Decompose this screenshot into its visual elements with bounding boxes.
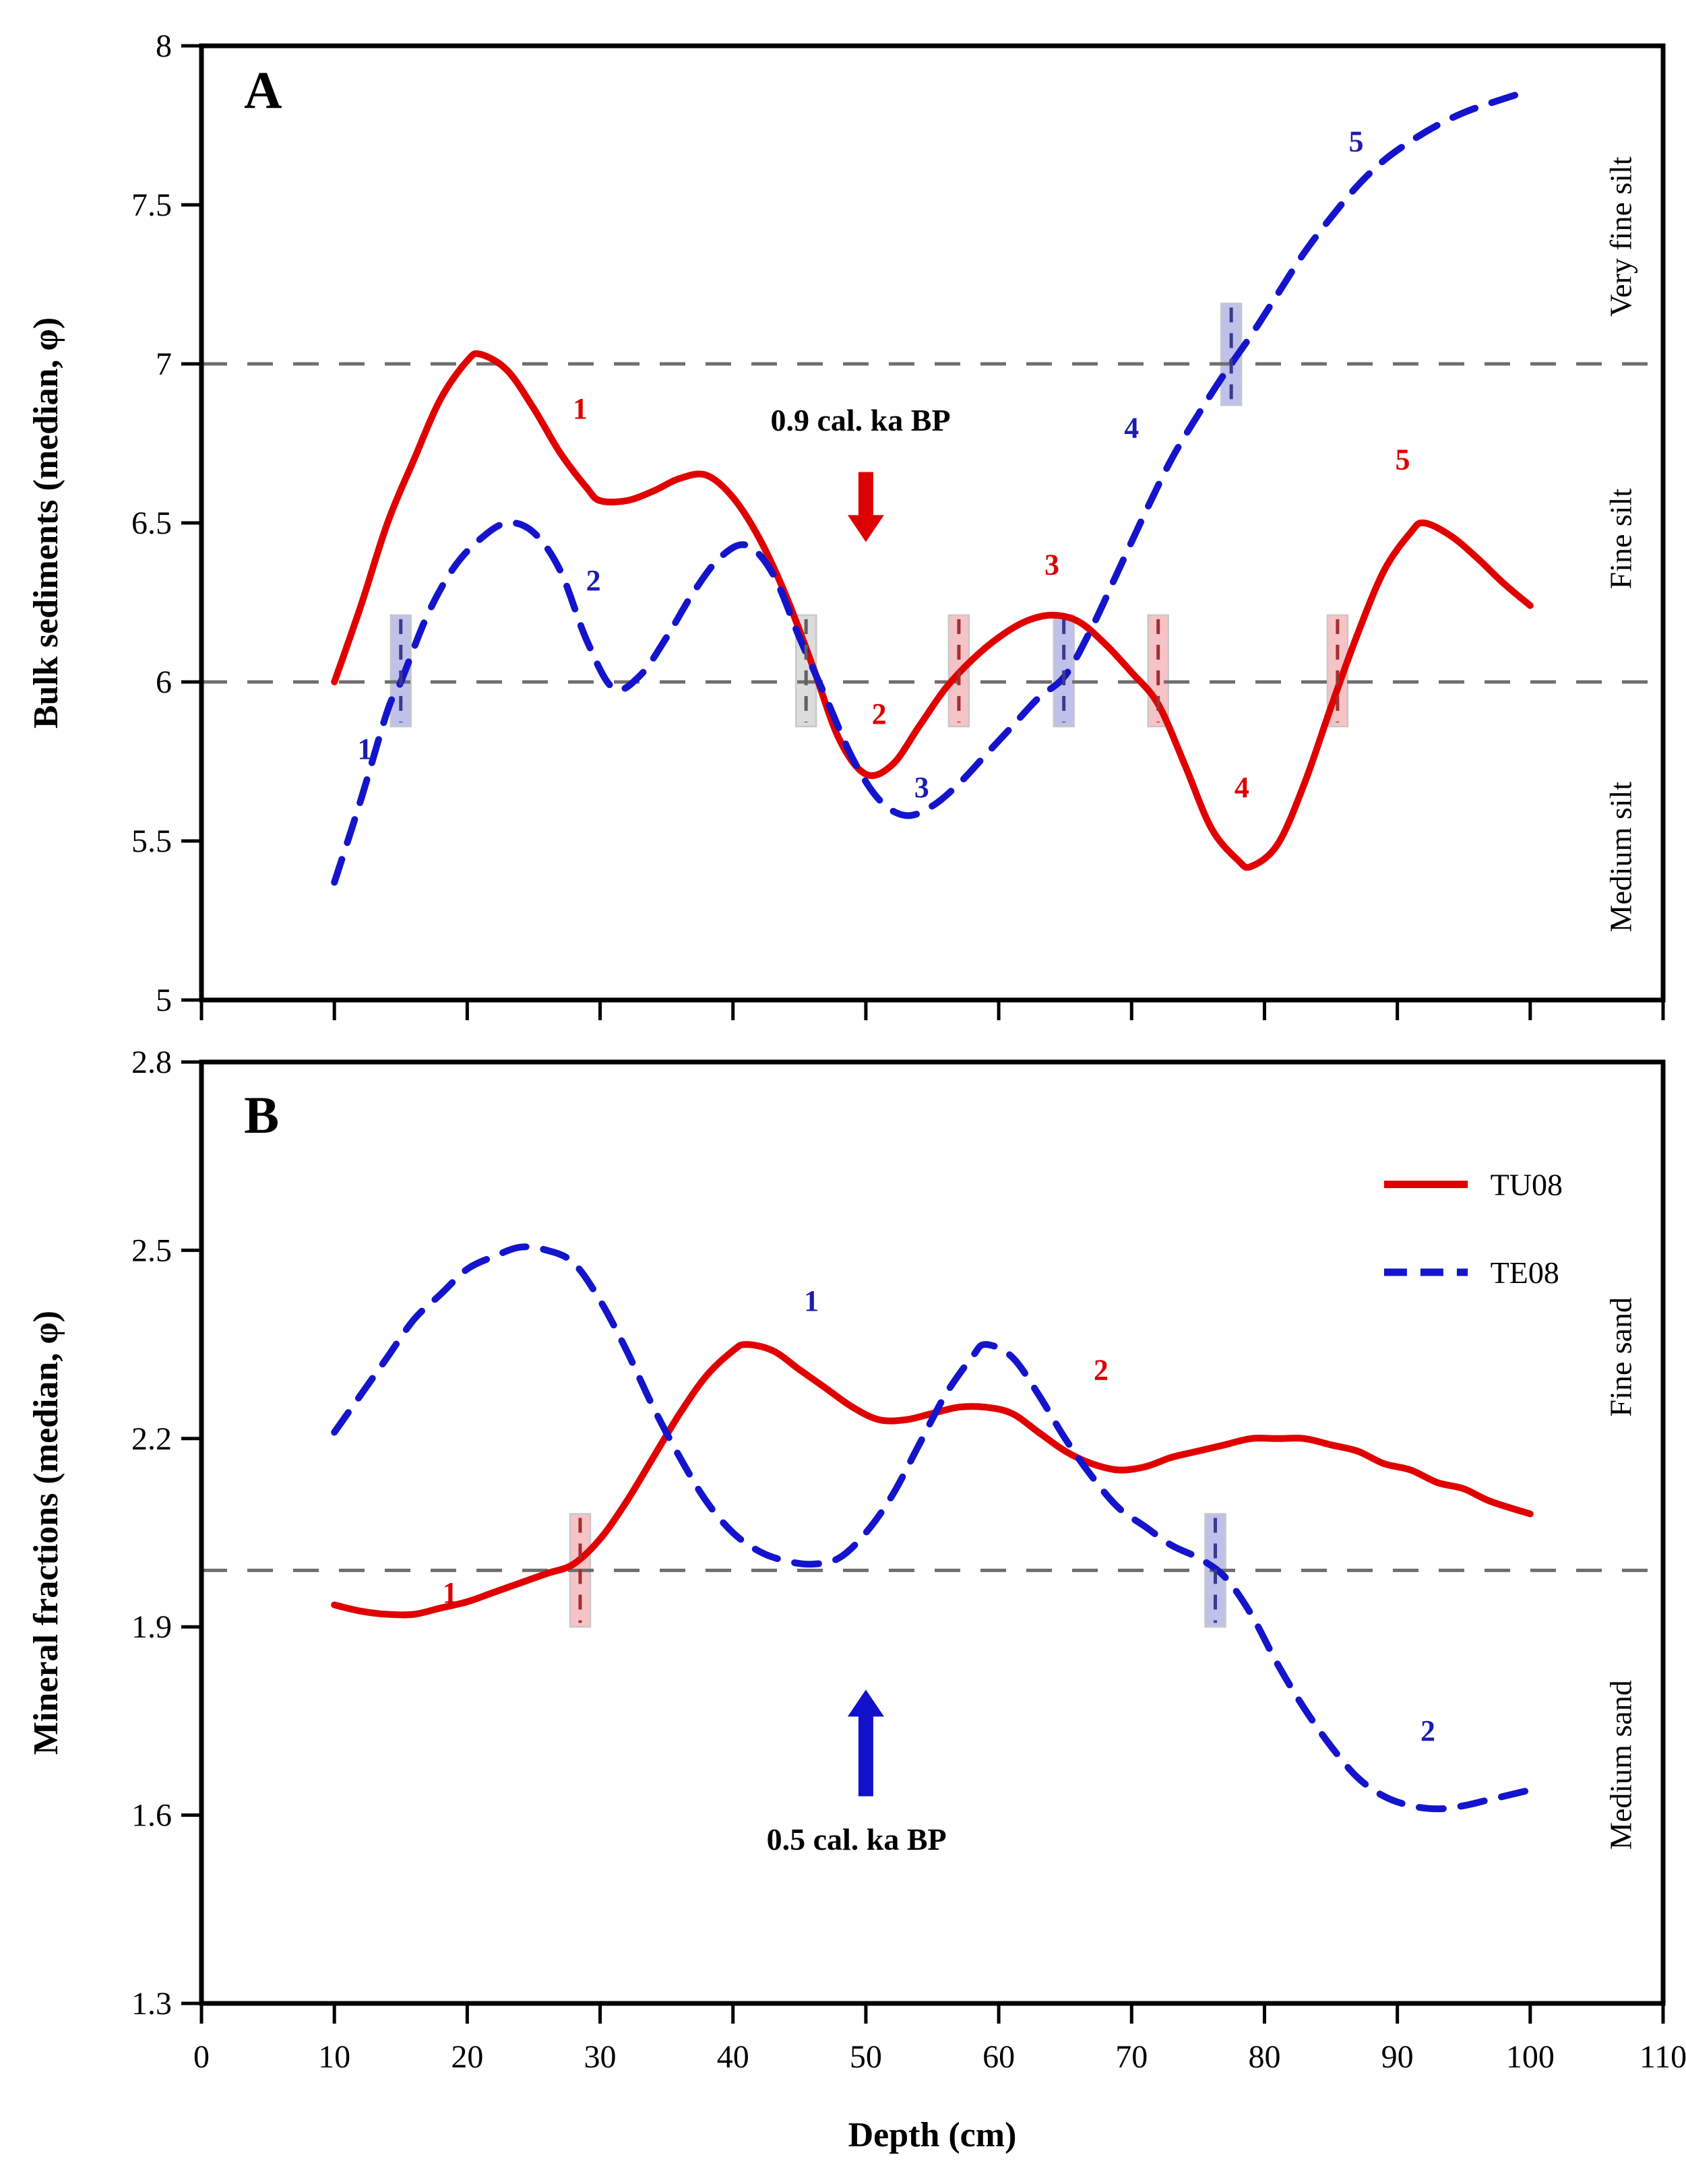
age-arrow-down-panel-a (847, 472, 884, 542)
x-tick-label: 90 (1381, 2039, 1414, 2075)
zone-label-medium-sand: Medium sand (1604, 1680, 1638, 1850)
y-tick-label: 8 (156, 28, 172, 64)
x-tick-label: 70 (1115, 2039, 1148, 2075)
stage-number-tu08-3-panel-a: 3 (1044, 548, 1059, 581)
x-tick-label: 30 (584, 2039, 617, 2075)
x-tick-label: 10 (318, 2039, 350, 2075)
panel-b-letter: B (244, 1086, 279, 1144)
panel-a-letter: A (244, 61, 282, 119)
y-tick-label: 5.5 (131, 823, 172, 859)
y-tick-label: 2.5 (131, 1233, 172, 1268)
y-tick-label: 2.8 (131, 1044, 172, 1080)
stage-number-tu08-2-panel-a: 2 (872, 697, 887, 730)
y-tick-label: 6 (156, 664, 172, 700)
y-tick-label: 1.3 (131, 1986, 172, 2022)
generated-overlays: 1 2 3 4 5 1 2 3 4 5 5 5.5 6 6.5 7 7.5 8 1 2 1 2 1.3 1.6 1.9 2.2 2… (131, 28, 1686, 2075)
stage-number-te08-1-panel-b: 1 (804, 1284, 819, 1317)
y-tick-label: 7 (156, 346, 172, 382)
y-tick-label: 6.5 (131, 505, 172, 541)
y-axis-label-panel-b: Mineral fractions (median, φ) (27, 1311, 65, 1755)
stage-number-tu08-1-panel-b: 1 (443, 1576, 458, 1609)
stage-number-tu08-1-panel-a: 1 (573, 392, 588, 425)
curve-te08-panel-b (331, 1243, 1534, 1813)
stage-number-tu08-4-panel-a: 4 (1235, 771, 1249, 804)
x-axis-label: Depth (cm) (848, 2116, 1017, 2154)
annotation-age-panel-a: 0.9 cal. ka BP (770, 403, 950, 437)
zone-label-fine-silt: Fine silt (1604, 489, 1638, 590)
stage-number-tu08-5-panel-a: 5 (1396, 443, 1410, 476)
y-tick-label: 5 (156, 982, 172, 1018)
x-tick-label: 80 (1248, 2039, 1280, 2075)
y-tick-label: 7.5 (131, 187, 172, 223)
zone-label-very-fine-silt: Very fine silt (1604, 156, 1638, 317)
annotation-age-panel-b: 0.5 cal. ka BP (767, 1822, 947, 1857)
y-tick-label: 1.9 (131, 1609, 172, 1645)
zone-label-medium-silt: Medium silt (1604, 782, 1638, 933)
x-tick-label: 20 (451, 2039, 483, 2075)
stage-number-tu08-2-panel-b: 2 (1094, 1353, 1109, 1386)
y-axis-label-panel-a: Bulk sediments (median, φ) (27, 317, 65, 728)
generated-curves (331, 87, 1534, 1813)
x-tick-label: 100 (1506, 2039, 1555, 2075)
stage-number-te08-2-panel-a: 2 (586, 564, 601, 597)
x-tick-label: 110 (1640, 2039, 1686, 2075)
generated-underlays (201, 303, 1663, 1628)
x-tick-label: 40 (717, 2039, 749, 2075)
stage-number-te08-4-panel-a: 4 (1124, 411, 1139, 444)
legend-label-tu08: TU08 (1491, 1168, 1563, 1202)
y-tick-label: 1.6 (131, 1798, 172, 1834)
curve-tu08-panel-a (331, 350, 1534, 871)
panel-a-frame (199, 43, 1666, 1003)
legend-label-te08: TE08 (1491, 1255, 1559, 1290)
panel-b-frame (199, 1059, 1666, 2006)
x-tick-label: 0 (193, 2039, 210, 2075)
y-tick-label: 2.2 (131, 1421, 172, 1457)
curve-te08-panel-a (331, 87, 1534, 886)
age-arrow-up-panel-b (847, 1689, 884, 1797)
stage-number-te08-1-panel-a: 1 (358, 732, 373, 766)
stage-number-te08-3-panel-a: 3 (914, 771, 929, 804)
stage-number-te08-5-panel-a: 5 (1349, 125, 1364, 158)
stage-number-te08-2-panel-b: 2 (1420, 1714, 1435, 1747)
zone-label-fine-sand: Fine sand (1604, 1297, 1638, 1417)
x-tick-label: 60 (982, 2039, 1015, 2075)
x-tick-label: 50 (850, 2039, 882, 2075)
curve-tu08-panel-b (331, 1341, 1534, 1619)
